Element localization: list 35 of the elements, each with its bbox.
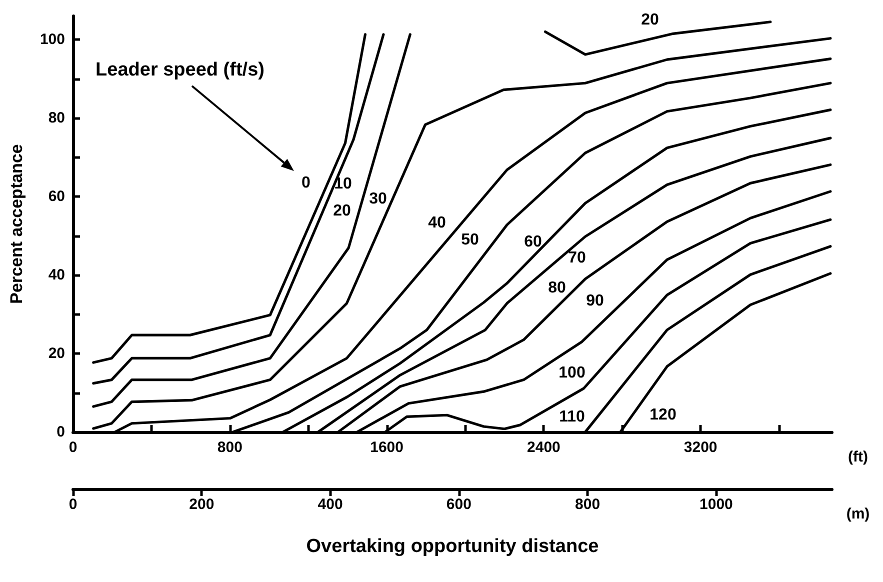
y-tick-label: 100: [40, 31, 65, 48]
y-tick-label: 60: [48, 188, 65, 206]
series-label: 20: [333, 202, 351, 220]
x2-tick-label: 600: [446, 496, 472, 513]
series-label: 70: [568, 250, 586, 266]
annotation: Leader speed (ft/s): [96, 60, 264, 80]
x-axis-title: Overtaking opportunity distance: [306, 536, 599, 557]
x2-tick-label: 800: [575, 496, 600, 513]
x2-tick-label: 1000: [700, 496, 733, 513]
y-tick-label: 40: [48, 266, 65, 284]
series-label: 120: [650, 406, 676, 424]
text: (m): [846, 506, 870, 522]
y-tick-label: 0: [56, 424, 65, 440]
x-tick-label: 800: [217, 439, 242, 456]
series-label: 90: [586, 292, 604, 310]
x-tick-label: 1600: [370, 439, 404, 456]
series-label: 60: [524, 234, 542, 250]
y-tick-label: 80: [48, 110, 65, 127]
series-label: 80: [548, 280, 566, 296]
series-label: 100: [558, 364, 586, 382]
series-label: 110: [559, 408, 586, 426]
y-tick-label: 20: [48, 345, 65, 362]
y-axis-title: Percent acceptance: [7, 144, 26, 304]
x-tick-label: 3200: [684, 439, 718, 456]
x2-tick-label: 400: [318, 496, 343, 513]
series-label: 50: [461, 232, 479, 248]
x2-tick-label: 200: [189, 496, 214, 513]
x-tick-label: 2400: [527, 439, 560, 456]
text: (ft): [848, 448, 868, 466]
x-tick-label: 0: [68, 439, 78, 456]
series-label: 20: [641, 12, 659, 28]
legend-label: 0: [302, 174, 311, 192]
x2-tick-label: 0: [68, 496, 78, 513]
series-label: 30: [369, 190, 387, 208]
series-label: 40: [428, 214, 446, 232]
